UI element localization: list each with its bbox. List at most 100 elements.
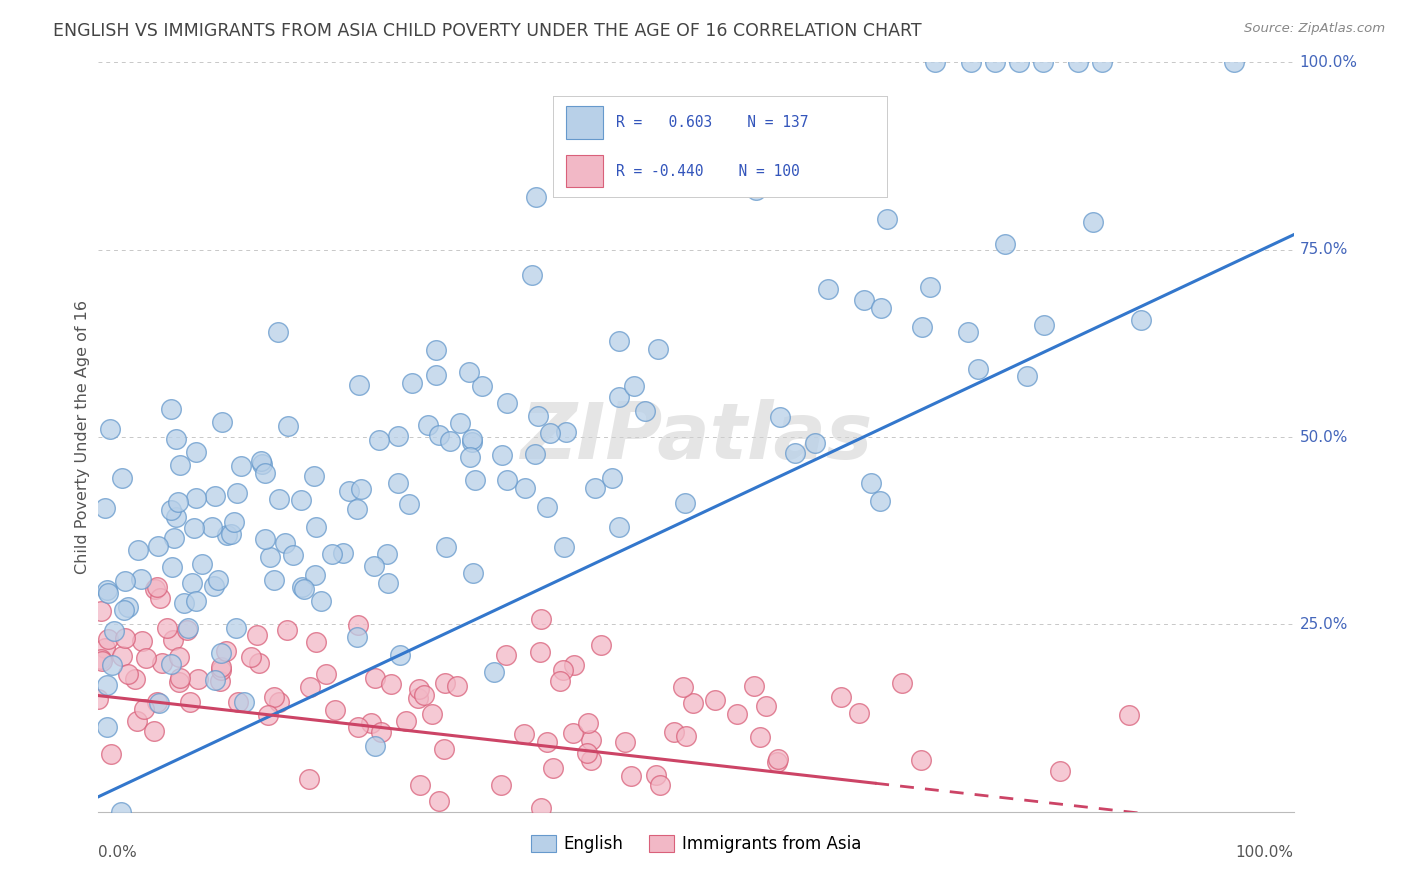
Point xyxy=(165,432,187,446)
Point xyxy=(146,695,169,709)
Point xyxy=(321,547,343,561)
Point xyxy=(530,801,553,815)
Point xyxy=(167,674,190,689)
Point xyxy=(536,500,558,514)
Point xyxy=(269,492,291,507)
Point xyxy=(551,664,574,678)
Point xyxy=(250,457,273,471)
Text: ZIPatlas: ZIPatlas xyxy=(520,399,872,475)
Point xyxy=(167,650,190,665)
Point xyxy=(112,603,135,617)
Point xyxy=(91,654,114,668)
Point xyxy=(529,645,551,659)
Point xyxy=(156,621,179,635)
Point xyxy=(160,502,183,516)
Legend: English, Immigrants from Asia: English, Immigrants from Asia xyxy=(524,828,868,860)
Point xyxy=(1049,764,1071,778)
Point xyxy=(994,236,1017,251)
Point xyxy=(662,724,685,739)
Point xyxy=(957,325,980,339)
Point xyxy=(553,540,575,554)
Point xyxy=(530,612,553,626)
Point xyxy=(263,690,285,705)
Point xyxy=(464,473,486,487)
Point xyxy=(398,497,420,511)
Point xyxy=(520,268,543,282)
Point xyxy=(186,594,208,608)
Point xyxy=(87,692,110,706)
Point xyxy=(160,560,183,574)
Point xyxy=(201,519,224,533)
Point xyxy=(1129,313,1152,327)
Point xyxy=(495,648,517,662)
Point xyxy=(150,656,173,670)
Point xyxy=(211,660,233,674)
Point xyxy=(766,752,789,766)
Point xyxy=(254,532,277,546)
Point xyxy=(224,516,246,530)
Point xyxy=(620,769,643,783)
Point xyxy=(226,485,249,500)
Y-axis label: Child Poverty Under the Age of 16: Child Poverty Under the Age of 16 xyxy=(75,300,90,574)
Point xyxy=(769,410,792,425)
Point xyxy=(406,690,429,705)
Point xyxy=(96,582,118,597)
Point xyxy=(94,641,117,656)
Point xyxy=(127,714,149,729)
Point xyxy=(613,735,636,749)
Point xyxy=(304,635,326,649)
Point xyxy=(239,650,262,665)
Point xyxy=(766,755,789,769)
Point xyxy=(367,433,389,447)
Point xyxy=(209,674,232,689)
Point xyxy=(117,600,139,615)
Point xyxy=(184,491,207,506)
Point xyxy=(387,475,409,490)
Point xyxy=(163,531,186,545)
Point xyxy=(263,573,285,587)
Point xyxy=(191,558,214,572)
Point xyxy=(876,212,898,227)
Point xyxy=(219,527,242,541)
Point xyxy=(269,695,291,709)
Point xyxy=(97,632,120,647)
Point xyxy=(304,567,326,582)
Point xyxy=(375,547,398,561)
Point xyxy=(380,677,402,691)
Point xyxy=(491,448,513,462)
Point xyxy=(583,481,606,495)
Point xyxy=(1033,318,1056,332)
Point xyxy=(186,445,208,459)
Point xyxy=(283,548,305,562)
Point xyxy=(647,342,669,356)
Point xyxy=(648,778,671,792)
Point xyxy=(204,673,226,687)
Point xyxy=(918,280,941,294)
Point xyxy=(817,282,839,296)
Point xyxy=(634,404,657,418)
Point xyxy=(607,520,630,534)
Point xyxy=(433,742,456,756)
Point xyxy=(135,651,157,665)
Point xyxy=(1067,55,1090,70)
Point xyxy=(110,805,132,819)
Point xyxy=(225,621,247,635)
Point xyxy=(309,593,332,607)
Point xyxy=(491,778,513,792)
Point xyxy=(96,678,118,692)
Point xyxy=(332,546,354,560)
Point xyxy=(160,401,183,416)
Point xyxy=(388,648,411,662)
Point xyxy=(427,428,450,442)
Point xyxy=(97,586,120,600)
Point xyxy=(167,494,190,508)
Point xyxy=(142,724,165,739)
Point xyxy=(960,55,983,70)
Point xyxy=(257,707,280,722)
Point xyxy=(1118,708,1140,723)
Point xyxy=(439,434,461,449)
Point xyxy=(90,652,112,666)
Point xyxy=(94,500,117,515)
Point xyxy=(830,690,852,705)
Point xyxy=(496,473,519,487)
